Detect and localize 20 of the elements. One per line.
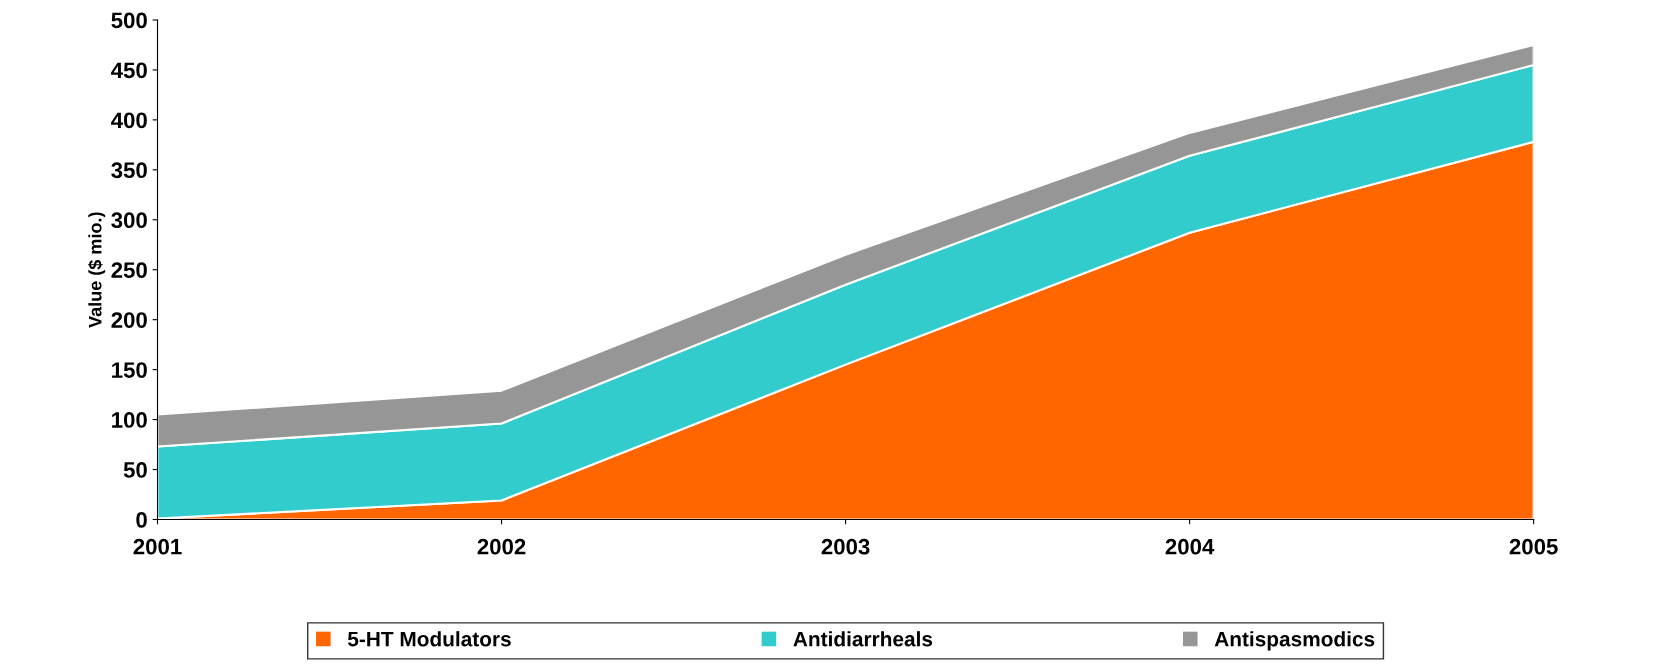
y-tick-label: 150 bbox=[112, 362, 147, 378]
legend-label: Antidiarrheals bbox=[793, 631, 933, 647]
y-tick-label: 300 bbox=[111, 212, 147, 229]
y-tick-label: 50 bbox=[123, 462, 147, 478]
y-tick-label: 200 bbox=[111, 312, 147, 328]
x-tick-label: 2002 bbox=[477, 538, 526, 555]
x-tick-label: 2004 bbox=[1165, 538, 1215, 555]
y-tick-label: 100 bbox=[112, 412, 147, 428]
y-tick-label: 450 bbox=[111, 62, 147, 79]
x-tick-label: 2001 bbox=[133, 538, 182, 555]
legend-label: 5-HT Modulators bbox=[347, 631, 511, 647]
x-tick-label: 2005 bbox=[1509, 538, 1558, 555]
y-tick-label: 350 bbox=[111, 162, 147, 179]
y-tick-label: 0 bbox=[136, 512, 147, 528]
y-tick-label: 250 bbox=[111, 262, 147, 278]
y-tick-label: 400 bbox=[111, 112, 147, 129]
y-axis-title: Value ($ mio.) bbox=[88, 212, 106, 328]
x-tick-label: 2003 bbox=[821, 538, 870, 555]
y-tick-label: 500 bbox=[111, 12, 147, 29]
legend-label: Antispasmodics bbox=[1214, 631, 1375, 651]
